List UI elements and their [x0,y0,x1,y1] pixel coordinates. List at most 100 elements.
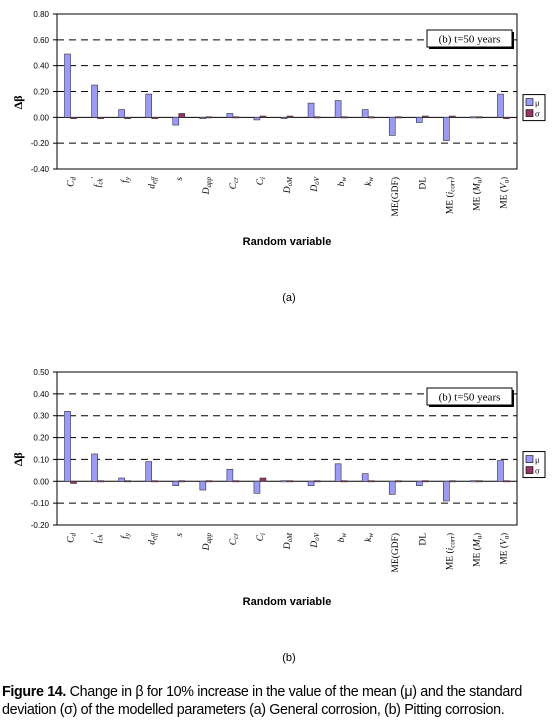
legend-swatch-mu [525,455,534,463]
bar-sigma [205,116,213,119]
x-tick-label: ME (Mu) [471,533,483,567]
bar-sigma [313,116,321,119]
y-tick-label: -0.10 [31,499,50,508]
bar-mu [388,117,396,136]
x-tick-label: ME (icorr) [444,533,456,571]
panel-label: (b) [282,652,295,664]
bar-mu [334,100,342,118]
x-tick-label: ME (Mu) [471,177,483,211]
bar-sigma [503,480,510,483]
y-axis-label: Δβ [11,95,25,109]
bar-sigma [259,115,267,118]
x-tick-label: deff [148,176,159,189]
bar-mu [226,468,234,482]
x-tick-label: DL [418,533,428,546]
bar-mu [361,109,369,118]
legend-label-sigma: σ [535,109,540,119]
bar-mu [199,480,207,491]
x-tick-label: kw [364,533,375,542]
bar-sigma [367,480,375,483]
x-tick-label: ME(GDF) [390,177,401,217]
bar-mu [361,473,369,482]
bar-sigma [151,117,159,119]
x-axis-label: Random variable [243,236,332,248]
y-tick-label: 0.50 [33,368,49,377]
x-tick-label: Ci [256,177,267,185]
x-tick-label: DoV [310,532,321,548]
bar-sigma [286,480,294,483]
bar-mu [253,117,261,121]
bar-mu [307,480,315,486]
bar-mu [497,93,504,118]
bar-sigma [449,115,456,118]
bar-mu [415,480,423,486]
bar-sigma [476,480,483,483]
legend-label-mu: μ [535,455,540,465]
x-tick-label: DoV [310,176,321,192]
bar-sigma [178,480,186,483]
plot-area [56,371,518,526]
x-tick-label: s [175,533,185,537]
legend-label-mu: μ [535,98,540,108]
chart-general-corrosion: -0.40 -0.20 0.00 0.20 0.40 0.60 0.80 Cd fck' fy de… [11,10,546,304]
legend-swatch-sigma [525,466,534,474]
bar-mu [118,109,125,118]
bar-sigma [286,115,294,118]
bar-mu [145,461,153,482]
bar-sigma [232,480,240,483]
y-tick-label: -0.20 [31,139,50,148]
bar-mu [470,116,477,119]
x-tick-label: Ci [256,533,267,541]
bar-sigma [449,480,456,483]
bar-sigma [394,116,402,119]
annotation-text: (b) t=50 years [439,34,501,46]
y-tick-label: 0.30 [33,412,49,421]
y-tick-label: 0.10 [33,455,49,464]
bar-mu [64,411,71,482]
bar-sigma [124,117,131,119]
caption-text: Change in β for 10% increase in the valu… [2,684,522,718]
x-tick-label: fy [120,176,132,183]
y-tick-label: -0.20 [31,521,50,530]
annotation-text: (b) t=50 years [439,392,501,404]
legend-swatch-sigma [525,109,534,117]
x-tick-label: fck' [90,532,105,543]
bar-sigma [70,117,77,119]
x-tick-label: DoM [283,532,294,550]
bar-sigma [70,480,77,484]
bar-mu [199,117,207,119]
bar-sigma [124,480,131,483]
x-tick-label: Dapp [202,533,213,552]
bar-sigma [313,480,321,483]
x-tick-label: ME(GDF) [390,533,401,573]
x-tick-label: fck' [90,176,105,187]
bar-sigma [232,116,240,119]
x-axis-label: Random variable [243,596,332,608]
bar-mu [91,84,98,118]
x-tick-label: DL [418,177,428,190]
y-tick-label: -0.40 [31,165,50,174]
bar-mu [280,117,288,119]
y-tick-label: 0.40 [33,62,49,71]
bar-sigma [476,116,483,119]
bar-sigma [97,480,104,483]
bar-mu [145,93,153,118]
bar-mu [253,480,261,494]
bar-mu [443,117,450,141]
bar-mu [497,460,504,482]
x-tick-label: Cd [67,533,78,543]
figure-caption: Figure 14. Change in β for 10% increase … [2,683,554,719]
bar-mu [388,480,396,495]
bar-mu [91,453,98,482]
x-tick-label: Ccr [229,177,240,189]
bar-mu [470,480,477,483]
bar-mu [443,480,450,502]
bar-sigma [340,480,348,483]
x-tick-label: fy [120,532,132,539]
bar-mu [64,53,71,118]
annotation-box [426,29,513,48]
x-tick-label: kw [364,177,375,186]
panel-label: (a) [282,292,295,304]
y-tick-label: 0.00 [33,477,49,486]
annotation-box [426,387,513,406]
